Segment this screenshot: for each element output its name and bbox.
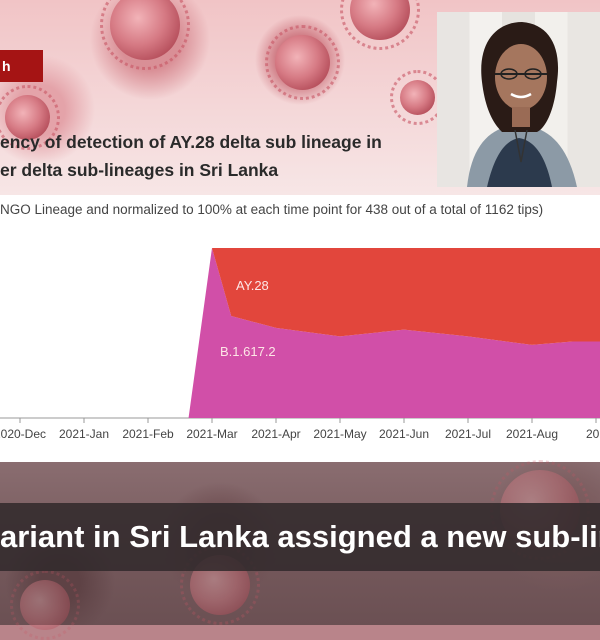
chart-panel: NGO Lineage and normalized to 100% at ea… — [0, 195, 600, 462]
headline-band — [0, 503, 600, 571]
virus-illustration — [390, 70, 445, 125]
series-label-ay28: AY.28 — [236, 278, 269, 293]
chart-subtitle: NGO Lineage and normalized to 100% at ea… — [0, 202, 544, 217]
x-tick-label: 2021-Aug — [506, 427, 558, 441]
virus-illustration — [265, 25, 340, 100]
virus-illustration — [340, 0, 420, 50]
x-tick-label: 2021-Apr — [251, 427, 300, 441]
x-tick-label: 2021-Mar — [186, 427, 237, 441]
x-tick-label: 2021-Feb — [122, 427, 174, 441]
chart-title-line-1: ency of detection of AY.28 delta sub lin… — [0, 132, 382, 152]
x-axis-ticks: 2020-Dec 2021-Jan 2021-Feb 2021-Mar 2021-Apr… — [0, 418, 600, 441]
series-labels: AY.28 B.1.617.2 — [220, 278, 276, 359]
series-areas — [188, 248, 600, 418]
chart-title-line-2: er delta sub-lineages in Sri Lanka — [0, 160, 279, 180]
portrait-photo — [437, 12, 600, 187]
area-series-ay28[interactable] — [188, 248, 600, 418]
virus-illustration — [10, 570, 80, 640]
x-tick-label: 2021-Jun — [379, 427, 429, 441]
area-series-b16172[interactable] — [188, 248, 600, 418]
x-tick-label: 202 — [586, 427, 600, 441]
area-chart: 2020-Dec 2021-Jan 2021-Feb 2021-Mar 2021-Apr… — [0, 248, 600, 441]
x-tick-label: 2020-Dec — [0, 427, 46, 441]
portrait-illustration — [467, 22, 577, 187]
virus-illustration — [100, 0, 190, 70]
x-tick-label: 2021-Jan — [59, 427, 109, 441]
series-label-b16172: B.1.617.2 — [220, 344, 276, 359]
x-tick-label: 2021-May — [313, 427, 366, 441]
x-tick-label: 2021-Jul — [445, 427, 491, 441]
category-tag[interactable]: h — [0, 50, 43, 82]
virus-illustration — [0, 85, 60, 150]
headline-text[interactable]: ariant in Sri Lanka assigned a new sub-l… — [0, 519, 600, 554]
chart-title: ency of detection of AY.28 delta sub lin… — [0, 128, 420, 184]
